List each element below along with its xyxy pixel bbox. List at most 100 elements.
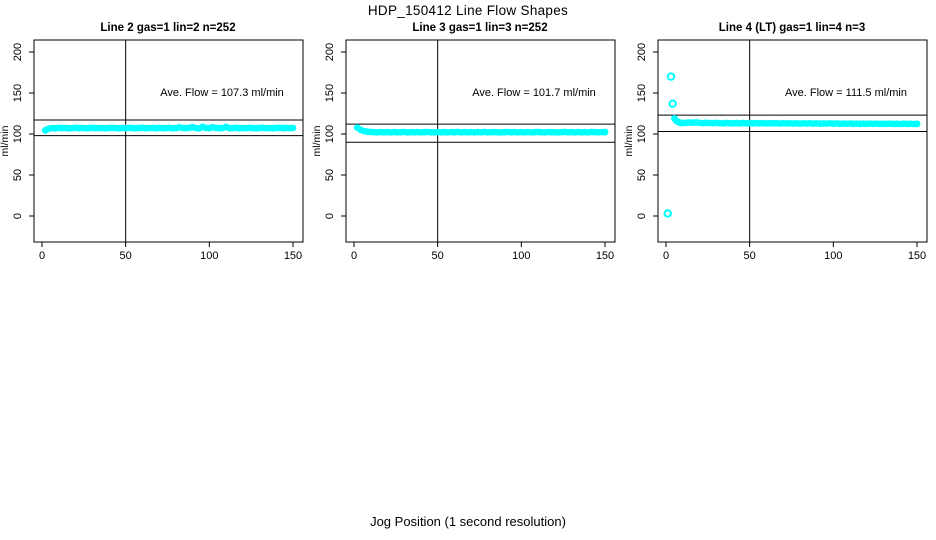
- data-point: [390, 128, 398, 136]
- data-point: [279, 124, 287, 132]
- data-point: [142, 124, 150, 132]
- data-point: [793, 119, 800, 127]
- data-point: [601, 128, 609, 136]
- data-point: [219, 124, 227, 132]
- data-point: [729, 119, 737, 127]
- data-point: [112, 124, 119, 132]
- data-point: [686, 119, 693, 126]
- data-point: [561, 128, 569, 136]
- x-tick-label: 50: [744, 250, 756, 262]
- data-point: [759, 119, 767, 127]
- data-point: [82, 124, 89, 132]
- data-point: [816, 120, 824, 128]
- data-point: [762, 120, 770, 127]
- data-point: [215, 124, 223, 132]
- data-point: [836, 120, 844, 128]
- data-point: [195, 124, 203, 132]
- data-point: [481, 128, 488, 136]
- y-tick-label: 100: [636, 125, 648, 143]
- y-tick-label: 50: [636, 169, 648, 181]
- panel-line3: Line 3 gas=1 lin=3 n=252 0 50 100 150 0 50 100 1…: [312, 0, 624, 270]
- data-point: [159, 124, 166, 132]
- y-tick-label: 150: [12, 84, 24, 102]
- data-point: [474, 128, 482, 136]
- ave-flow-annotation: Ave. Flow = 101.7 ml/min: [472, 87, 596, 99]
- line3-plot: Line 3 gas=1 lin=3 n=252 0 50 100 150 0 50 100 1…: [312, 22, 616, 262]
- data-point: [749, 119, 757, 127]
- data-points: [41, 123, 297, 134]
- x-tick-label: 0: [351, 250, 357, 262]
- data-point: [45, 125, 53, 133]
- data-point: [692, 119, 700, 126]
- data-point: [742, 119, 750, 127]
- data-point: [779, 119, 787, 127]
- data-point: [169, 124, 176, 132]
- outlier-point: [663, 209, 672, 218]
- data-point: [179, 124, 186, 132]
- data-point: [440, 128, 448, 136]
- data-point: [420, 128, 428, 136]
- panel-line4: Line 4 (LT) gas=1 lin=4 n=3 0 50 100 150 0 50 1…: [624, 0, 936, 270]
- data-point: [900, 120, 907, 128]
- x-tick-label: 150: [908, 250, 926, 262]
- data-point: [138, 124, 146, 132]
- y-tick-label: 200: [324, 43, 336, 61]
- data-point: [276, 124, 283, 132]
- data-point: [229, 124, 237, 132]
- data-point: [400, 128, 408, 136]
- data-points: [671, 115, 921, 128]
- data-point: [52, 124, 59, 132]
- data-point: [696, 119, 703, 127]
- data-point: [467, 128, 475, 136]
- data-point: [769, 119, 777, 127]
- data-point: [537, 128, 545, 136]
- outlier-point: [668, 99, 677, 108]
- data-point: [457, 128, 465, 136]
- y-tick-label: 150: [324, 84, 336, 102]
- data-point: [558, 128, 565, 136]
- panels-row: Line 2 gas=1 lin=2 n=252 0 50 100 150 0 50 100 1…: [0, 0, 936, 270]
- data-point: [162, 124, 170, 132]
- data-point: [205, 124, 213, 132]
- data-point: [501, 128, 508, 136]
- data-point: [202, 124, 210, 132]
- data-point: [239, 124, 247, 132]
- data-point: [906, 120, 914, 128]
- data-point: [766, 119, 774, 127]
- outlier-point: [666, 72, 676, 81]
- data-point: [424, 128, 431, 136]
- data-point: [598, 128, 606, 136]
- data-point: [259, 124, 267, 132]
- data-point: [48, 124, 56, 132]
- data-point: [517, 128, 525, 136]
- data-point: [739, 119, 747, 127]
- data-point: [910, 120, 918, 128]
- data-point: [175, 124, 183, 131]
- data-point: [242, 124, 250, 132]
- data-point: [548, 128, 555, 136]
- data-point: [132, 124, 140, 132]
- data-point: [856, 120, 864, 128]
- data-point: [574, 128, 582, 136]
- data-point: [122, 124, 130, 132]
- data-point: [893, 120, 901, 128]
- data-point: [471, 128, 478, 136]
- data-point: [209, 123, 217, 131]
- data-point: [826, 120, 834, 127]
- data-point: [367, 128, 375, 136]
- data-point: [477, 128, 485, 136]
- data-point: [551, 128, 559, 136]
- data-point: [410, 128, 418, 136]
- data-point: [913, 120, 921, 128]
- data-point: [564, 128, 572, 136]
- data-point: [192, 124, 200, 132]
- y-tick-label: 200: [12, 43, 24, 61]
- y-tick-label: 50: [12, 169, 24, 181]
- data-point: [581, 128, 589, 136]
- data-point: [282, 124, 290, 132]
- y-tick-label: 50: [324, 169, 336, 181]
- data-point: [514, 128, 522, 136]
- data-point: [374, 128, 381, 136]
- ave-flow-annotation: Ave. Flow = 111.5 ml/min: [785, 87, 907, 99]
